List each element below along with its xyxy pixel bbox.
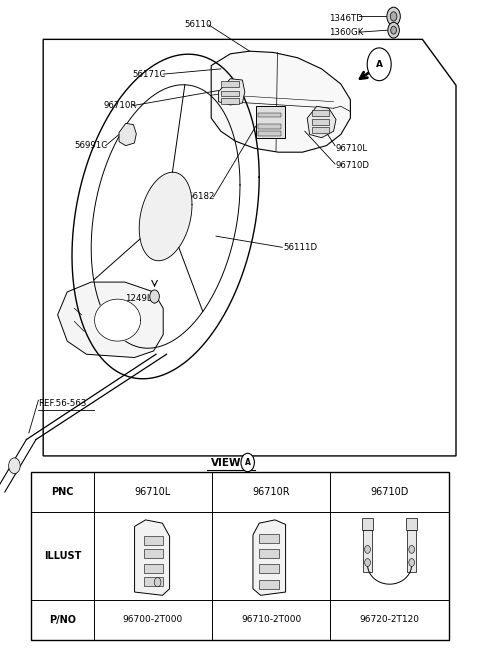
Bar xyxy=(144,535,163,544)
Bar xyxy=(406,518,417,530)
Bar xyxy=(259,548,279,558)
Polygon shape xyxy=(134,520,169,596)
Text: PNC: PNC xyxy=(51,487,73,497)
Bar xyxy=(31,472,449,640)
Text: 56111D: 56111D xyxy=(283,243,317,252)
Bar xyxy=(258,131,281,136)
Text: REF.56-563: REF.56-563 xyxy=(38,399,87,408)
Circle shape xyxy=(365,559,371,567)
Bar xyxy=(258,113,281,117)
Bar xyxy=(144,564,163,573)
Circle shape xyxy=(387,7,400,26)
Text: 96710D: 96710D xyxy=(371,487,409,497)
Bar xyxy=(363,530,372,572)
Polygon shape xyxy=(211,51,350,152)
Bar xyxy=(256,106,285,138)
Bar xyxy=(258,124,281,129)
Text: 96710L: 96710L xyxy=(135,487,171,497)
Text: 96710L: 96710L xyxy=(336,144,368,154)
Circle shape xyxy=(241,453,254,472)
Text: P/NO: P/NO xyxy=(49,615,76,625)
Circle shape xyxy=(367,48,391,81)
Polygon shape xyxy=(307,106,336,138)
Text: 56110: 56110 xyxy=(185,20,212,30)
Circle shape xyxy=(391,26,396,34)
Circle shape xyxy=(409,546,415,553)
Text: 1346TD: 1346TD xyxy=(329,14,363,23)
Circle shape xyxy=(9,458,20,474)
Text: VIEW: VIEW xyxy=(211,458,242,468)
Text: 56991C: 56991C xyxy=(74,141,108,150)
Text: 96710R: 96710R xyxy=(103,101,137,110)
Circle shape xyxy=(409,559,415,567)
Text: 96710-2T000: 96710-2T000 xyxy=(241,615,301,625)
Polygon shape xyxy=(253,520,286,596)
Circle shape xyxy=(388,22,399,38)
Bar xyxy=(221,91,239,96)
Polygon shape xyxy=(95,299,141,341)
Polygon shape xyxy=(58,282,163,358)
Text: 56171C: 56171C xyxy=(132,70,166,79)
Text: 96720-2T120: 96720-2T120 xyxy=(360,615,420,625)
Polygon shape xyxy=(139,173,192,260)
Bar xyxy=(312,110,329,116)
Bar xyxy=(362,518,372,530)
Circle shape xyxy=(365,546,371,553)
Polygon shape xyxy=(119,123,136,146)
Text: 96710D: 96710D xyxy=(336,161,370,170)
Circle shape xyxy=(390,12,397,21)
Bar xyxy=(259,564,279,573)
Text: 56182: 56182 xyxy=(187,192,215,201)
Text: 1360GK: 1360GK xyxy=(329,28,363,37)
Text: 96700-2T000: 96700-2T000 xyxy=(123,615,183,625)
Circle shape xyxy=(150,290,159,303)
Text: 96710R: 96710R xyxy=(252,487,290,497)
Bar xyxy=(312,119,329,125)
Bar xyxy=(259,580,279,589)
Bar xyxy=(259,534,279,543)
Text: A: A xyxy=(376,60,383,69)
Circle shape xyxy=(154,578,161,586)
Bar xyxy=(221,98,239,104)
Text: A: A xyxy=(245,458,251,467)
Text: ILLUST: ILLUST xyxy=(44,551,81,561)
Bar xyxy=(221,81,239,87)
Bar xyxy=(144,577,163,586)
Bar xyxy=(312,127,329,133)
Bar xyxy=(408,530,416,572)
Text: 1249LD: 1249LD xyxy=(125,294,158,303)
Polygon shape xyxy=(218,79,245,105)
Bar xyxy=(144,548,163,558)
